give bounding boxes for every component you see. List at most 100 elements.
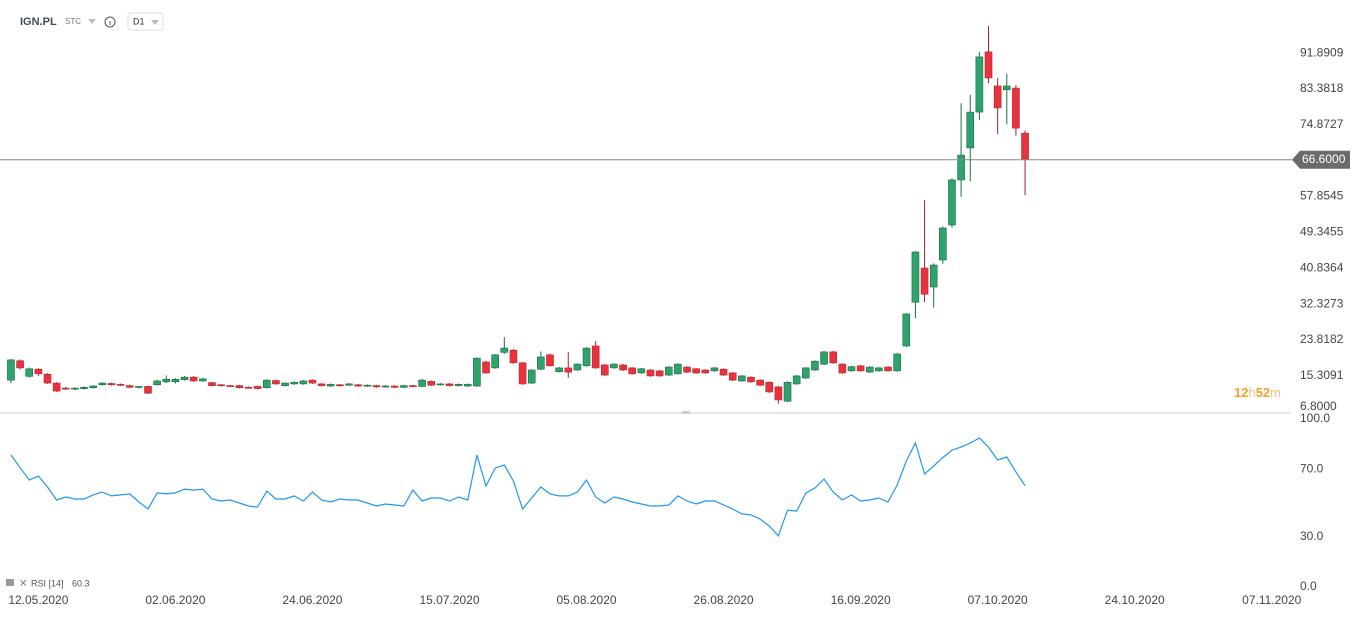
candle-body [902, 313, 911, 347]
candle-body [546, 354, 554, 367]
candle-body [838, 363, 847, 374]
candle-body [719, 368, 728, 376]
candle-body [509, 349, 518, 364]
candle-body [573, 363, 582, 371]
candle-body [272, 380, 280, 385]
market-dropdown[interactable] [88, 19, 96, 24]
candle-body [655, 370, 664, 377]
candle-body [610, 363, 618, 369]
candle-body [993, 85, 1002, 109]
candle-body [217, 384, 225, 387]
candle-body [153, 380, 161, 386]
last-price-label: 66.6000 [1302, 152, 1346, 166]
candle-body [144, 386, 152, 394]
info-icon[interactable] [104, 16, 116, 28]
candle-body [89, 385, 97, 389]
y-tick-label: 15.3091 [1300, 368, 1344, 382]
candle-body [646, 369, 655, 377]
candle-body [692, 368, 700, 374]
panel-handle[interactable] [682, 411, 690, 414]
candle-body [820, 351, 828, 365]
candle-body [418, 379, 426, 387]
y-tick-label: 74.8727 [1300, 117, 1344, 131]
candle-body [436, 383, 445, 386]
countdown-part: 52 [1256, 385, 1270, 400]
candle-body [262, 379, 271, 389]
candle-body [555, 367, 563, 372]
candle-body [427, 381, 436, 386]
candle-body [738, 375, 746, 382]
candle-body [674, 363, 682, 375]
candle-body [7, 359, 15, 381]
candle-body [792, 375, 801, 385]
candle-body [728, 372, 737, 381]
candle-body [125, 385, 134, 388]
x-tick-label: 12.05.2020 [8, 593, 68, 607]
candle-body [235, 385, 244, 389]
y-tick-label: 32.3273 [1300, 296, 1344, 310]
candle-body [208, 382, 216, 386]
candle-body [43, 373, 52, 384]
rsi-last: 60.3 [72, 578, 90, 588]
candle-body [454, 384, 463, 386]
candle-body [244, 386, 253, 389]
candle-body [107, 383, 116, 386]
x-tick-label: 15.07.2020 [419, 593, 479, 607]
candle-body [390, 385, 399, 388]
x-tick-label: 02.06.2020 [145, 593, 205, 607]
market: STC [65, 17, 81, 26]
candle-body [527, 369, 536, 384]
candle-body [747, 376, 755, 383]
candle-body [308, 379, 317, 384]
candle-body [911, 251, 920, 303]
countdown-part: 12 [1234, 385, 1248, 400]
countdown-part: m [1270, 385, 1281, 400]
candle-body [500, 347, 509, 353]
rsi-close[interactable]: ✕ [19, 579, 27, 590]
y-tick-label: 23.8182 [1300, 332, 1344, 346]
candle-body [345, 383, 353, 386]
candle-body [180, 376, 189, 381]
x-tick-label: 07.11.2020 [1242, 593, 1301, 607]
candle-body [865, 366, 874, 373]
rsi-icon[interactable] [6, 579, 14, 586]
candle-body [354, 384, 362, 387]
candle-body [491, 354, 499, 369]
rsi-line [10, 437, 1026, 538]
candle-body [98, 382, 107, 386]
candle-body [372, 385, 381, 388]
y-tick-label: 6.8000 [1300, 399, 1337, 413]
candle-body [637, 368, 646, 374]
candle-body [893, 353, 901, 372]
candle-body [966, 111, 975, 149]
candle-body [336, 384, 344, 387]
candle-body [783, 381, 792, 402]
candle-body [326, 384, 335, 387]
rsi-name: RSI [14] [31, 578, 64, 588]
candle-body [473, 357, 481, 387]
candle-body [162, 378, 171, 383]
candle-body [171, 378, 180, 383]
x-tick-label: 07.10.2020 [968, 593, 1028, 607]
candle-body [765, 381, 774, 393]
interval: D1 [133, 16, 145, 26]
symbol[interactable]: IGN.PL [20, 16, 57, 28]
candle-body [975, 56, 984, 113]
candle-body [381, 385, 390, 388]
x-tick-label: 05.08.2020 [556, 593, 616, 607]
candle-body [628, 367, 637, 375]
interval-caret [151, 20, 159, 25]
interval-dropdown[interactable] [127, 12, 164, 31]
candle-body [16, 360, 24, 369]
candle-body [847, 366, 856, 372]
candle-body [135, 386, 143, 388]
y-tick-label: 91.8909 [1300, 45, 1344, 59]
candle-body [875, 367, 883, 372]
candle-body [582, 347, 591, 367]
candle-body [1002, 85, 1011, 91]
candle-body [189, 376, 198, 382]
y-tick-label: 57.8545 [1300, 189, 1344, 203]
candle-body [299, 380, 308, 385]
candle-body [774, 386, 783, 401]
